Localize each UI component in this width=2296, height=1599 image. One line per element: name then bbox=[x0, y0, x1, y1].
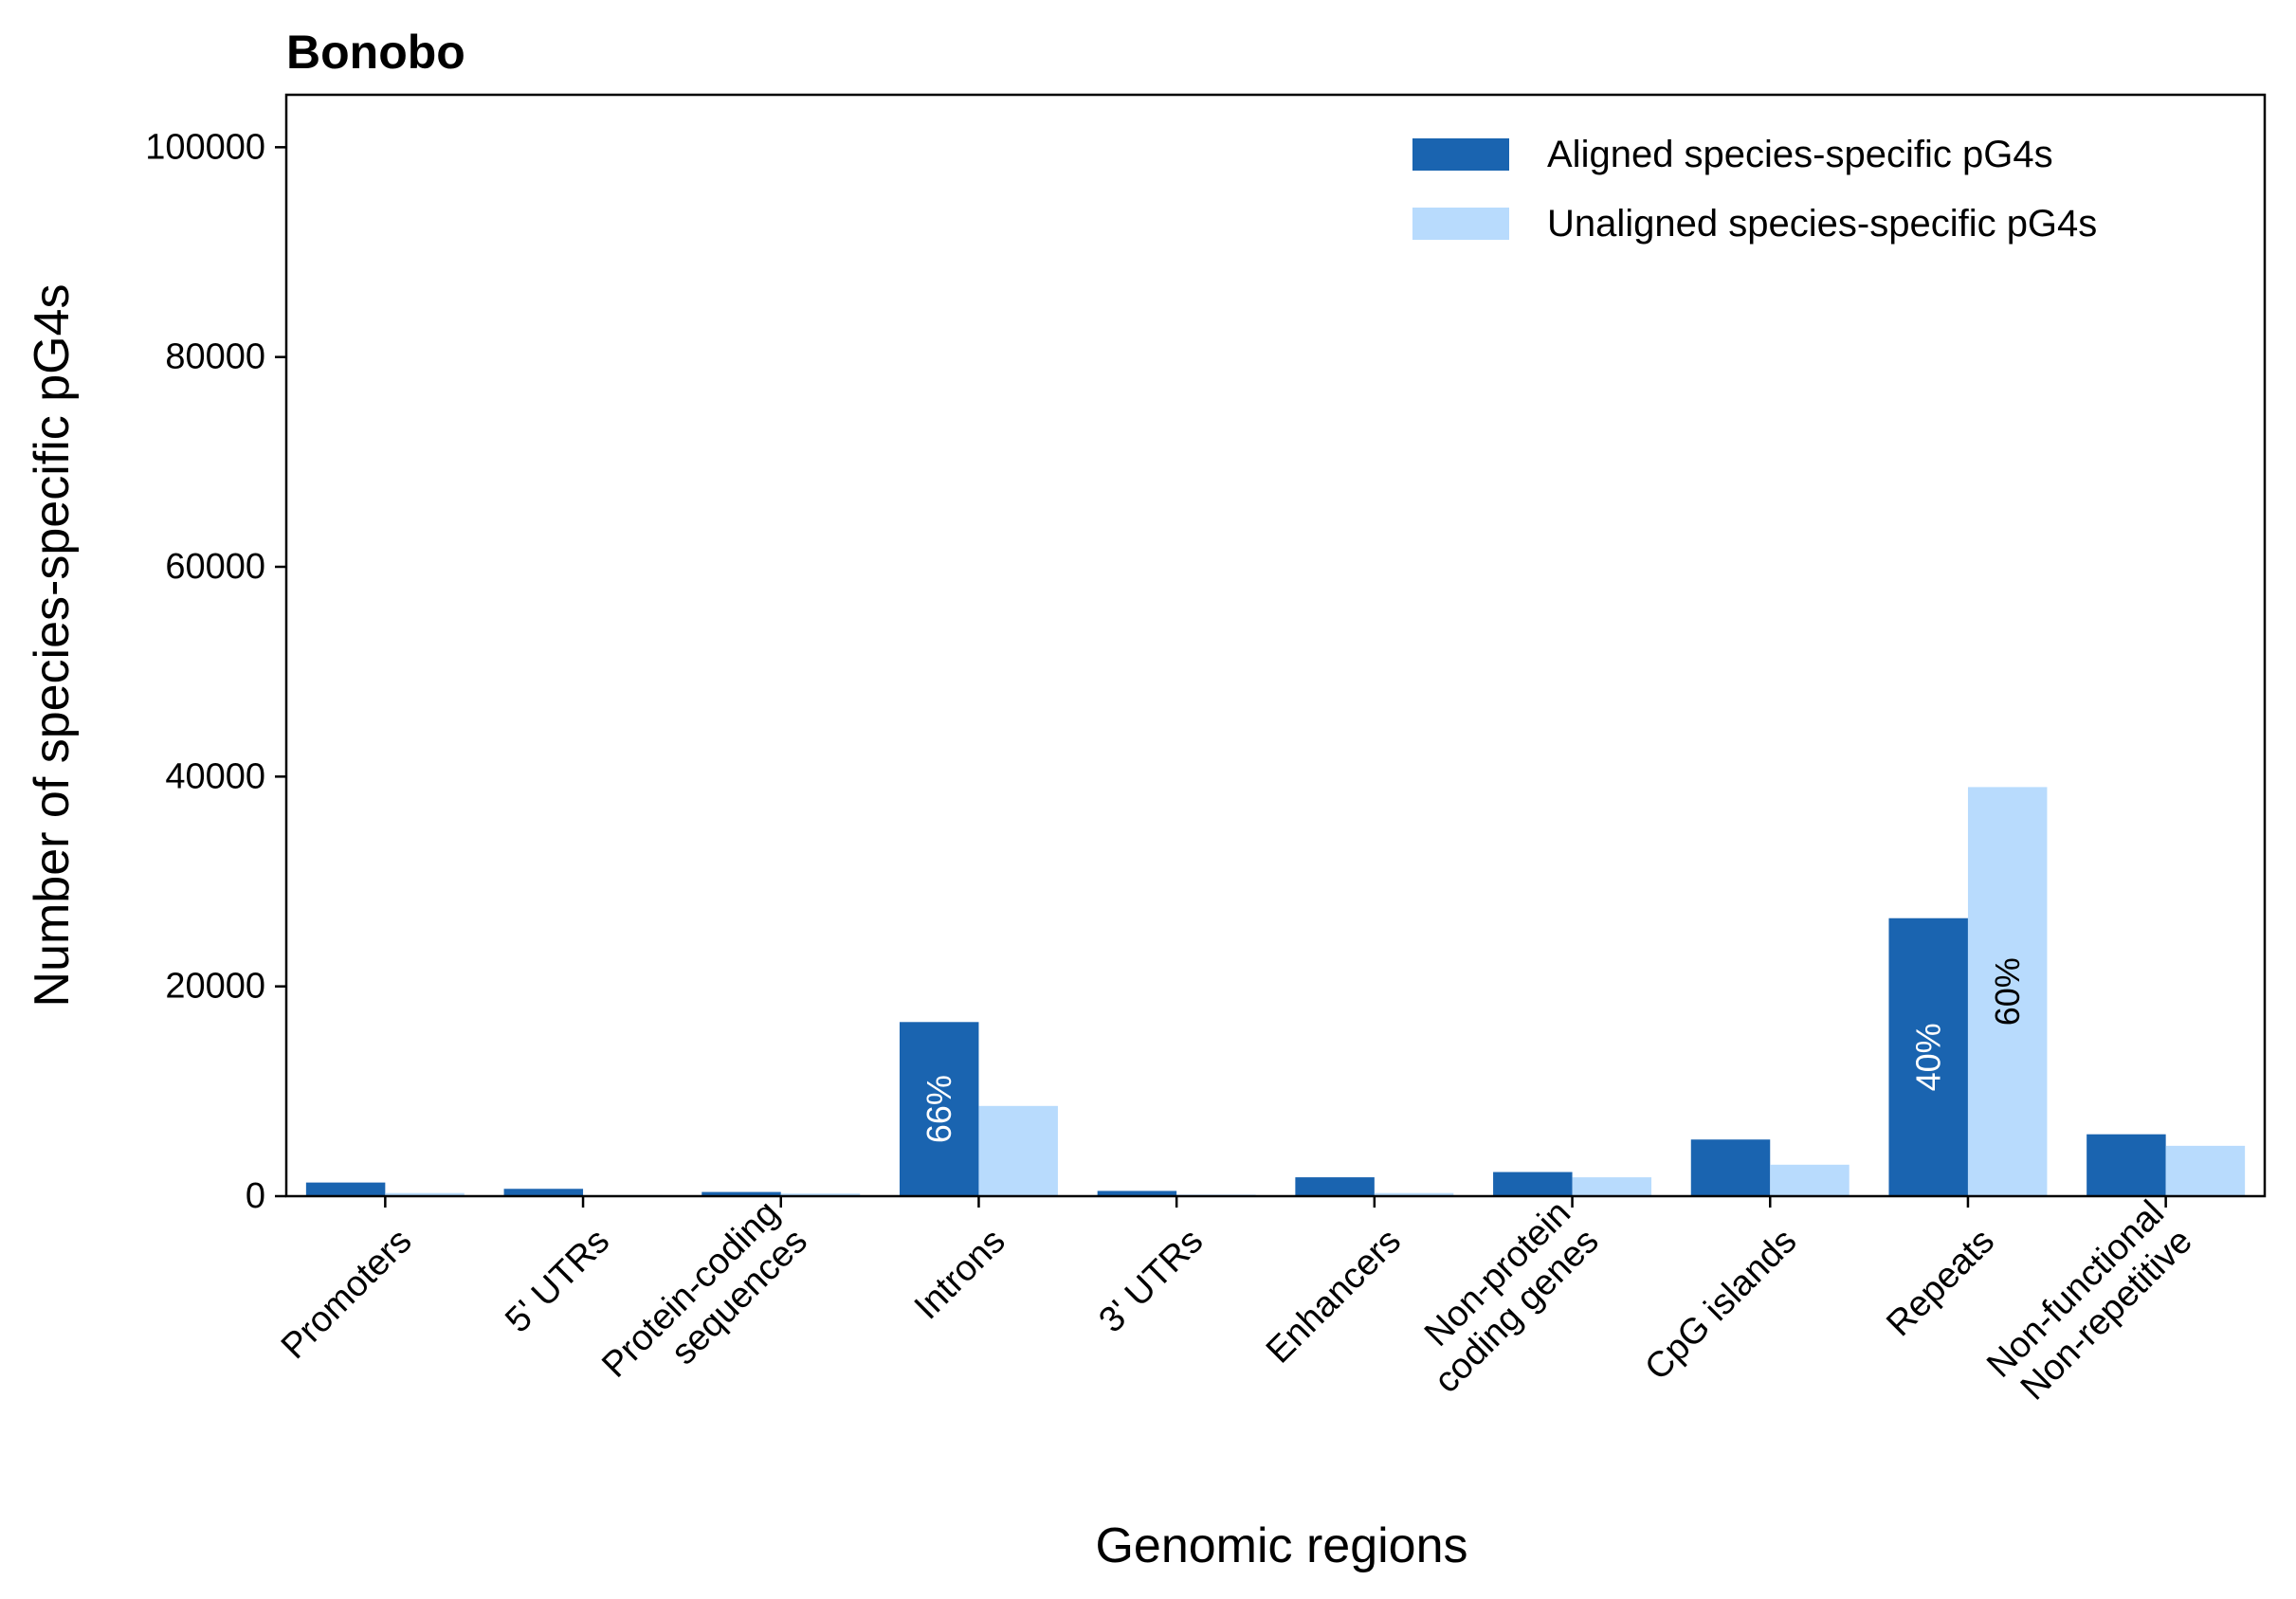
bar-unaligned-0 bbox=[385, 1192, 465, 1196]
x-axis-label: Genomic regions bbox=[1095, 1518, 1467, 1573]
x-tick-label-line: 3' UTRs bbox=[1091, 1221, 1211, 1340]
y-tick-label-4: 80000 bbox=[165, 337, 265, 377]
bar-annotations: 66% 40% 60% bbox=[920, 957, 2027, 1143]
y-axis-label: Number of species-specific pG4s bbox=[25, 284, 80, 1008]
legend-swatch-1 bbox=[1412, 208, 1509, 240]
bars-layer bbox=[305, 787, 2246, 1196]
bar-unaligned-6 bbox=[1572, 1177, 1652, 1196]
bar-annotation-1: 40% bbox=[1909, 1023, 1948, 1091]
bar-aligned-9 bbox=[2086, 1134, 2166, 1196]
y-tick-label-0: 0 bbox=[246, 1176, 265, 1216]
x-tick-label-0: Promoters bbox=[274, 1221, 420, 1367]
y-tick-label-1: 20000 bbox=[165, 967, 265, 1007]
y-axis: 0 20000 40000 60000 80000 100000 bbox=[145, 127, 286, 1216]
bar-aligned-6 bbox=[1493, 1172, 1573, 1196]
x-tick-label-line: CpG islands bbox=[1637, 1221, 1804, 1388]
x-tick-label-line: Repeats bbox=[1879, 1221, 2002, 1344]
x-tick-label-5: Enhancers bbox=[1259, 1221, 1409, 1371]
bar-unaligned-2 bbox=[780, 1193, 861, 1196]
x-tick-label-2: Protein-codingsequences bbox=[594, 1193, 815, 1414]
x-tick-label-4: 3' UTRs bbox=[1091, 1221, 1211, 1340]
x-tick-label-1: 5' UTRs bbox=[498, 1221, 617, 1340]
bar-unaligned-7 bbox=[1770, 1164, 1850, 1196]
x-tick-label-line: 5' UTRs bbox=[498, 1221, 617, 1340]
bar-unaligned-8 bbox=[1967, 787, 2048, 1196]
legend-swatch-0 bbox=[1412, 138, 1509, 171]
y-tick-label-3: 60000 bbox=[165, 547, 265, 587]
bar-aligned-3 bbox=[899, 1022, 979, 1196]
legend-label-0: Aligned species-specific pG4s bbox=[1547, 134, 2053, 175]
bar-aligned-2 bbox=[702, 1191, 781, 1196]
x-tick-label-line: Introns bbox=[907, 1221, 1013, 1327]
x-tick-label-6: Non-proteincoding genes bbox=[1398, 1193, 1606, 1401]
x-tick-label-line: Enhancers bbox=[1259, 1221, 1409, 1371]
x-tick-label-8: Repeats bbox=[1879, 1221, 2002, 1344]
plot-frame bbox=[284, 93, 2267, 1198]
bar-aligned-8 bbox=[1888, 918, 1968, 1196]
bar-annotation-2: 60% bbox=[1988, 957, 2027, 1026]
y-tick-label-5: 100000 bbox=[145, 127, 265, 167]
chart-title: Bonobo bbox=[286, 26, 465, 79]
x-tick-label-line: Promoters bbox=[274, 1221, 420, 1367]
x-tick-label-7: CpG islands bbox=[1637, 1221, 1804, 1388]
y-tick-label-2: 40000 bbox=[165, 756, 265, 796]
bar-aligned-5 bbox=[1295, 1177, 1375, 1196]
legend: Aligned species-specific pG4s Unaligned s… bbox=[1412, 134, 2097, 245]
bar-aligned-1 bbox=[503, 1189, 584, 1196]
bar-unaligned-5 bbox=[1374, 1192, 1454, 1196]
x-tick-label-9: Non-functionalNon-repetitive bbox=[1979, 1193, 2200, 1414]
bar-aligned-0 bbox=[305, 1182, 386, 1196]
bar-aligned-4 bbox=[1097, 1190, 1177, 1196]
bar-aligned-7 bbox=[1690, 1139, 1771, 1196]
x-tick-label-3: Introns bbox=[907, 1221, 1013, 1327]
bar-unaligned-9 bbox=[2165, 1145, 2246, 1196]
bar-unaligned-3 bbox=[978, 1105, 1058, 1196]
bar-annotation-0: 66% bbox=[920, 1075, 958, 1143]
legend-label-1: Unaligned species-specific pG4s bbox=[1547, 203, 2097, 245]
